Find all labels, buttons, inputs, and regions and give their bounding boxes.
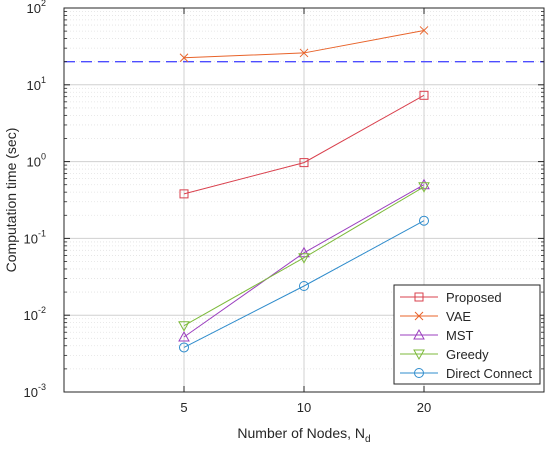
legend-label: Direct Connect — [446, 366, 532, 381]
marker-square — [419, 90, 429, 100]
y-tick-label: 10-2 — [24, 305, 46, 323]
y-tick-label: 101 — [27, 75, 46, 93]
marker-triangle-down — [418, 182, 430, 193]
series-line — [183, 184, 425, 338]
legend: Proposed VAE MST Greedy Direct Connect — [393, 284, 541, 385]
legend-item: MST — [400, 328, 474, 343]
series-greedy — [178, 182, 430, 332]
y-tick-label-exponent: -2 — [38, 305, 46, 315]
legend-label: Greedy — [446, 347, 489, 362]
y-tick-label: 102 — [27, 0, 46, 16]
marker-triangle-down — [298, 253, 310, 264]
y-tick-label-base: 10 — [27, 78, 41, 93]
x-axis-label-main: Number of Nodes, N — [237, 425, 365, 441]
legend-item: Greedy — [400, 347, 489, 362]
y-tick-label-exponent: 1 — [41, 75, 46, 85]
y-tick-label-base: 10 — [24, 308, 38, 323]
y-tick-label-base: 10 — [24, 385, 38, 400]
y-tick-label: 10-1 — [24, 228, 46, 246]
marker-triangle-down — [413, 349, 425, 361]
marker-x — [419, 26, 429, 35]
series-line — [183, 186, 425, 327]
marker-x-stroke — [299, 48, 309, 58]
y-tick-label-base: 10 — [27, 155, 41, 170]
legend-label: MST — [446, 328, 474, 343]
marker-x — [414, 311, 424, 321]
marker-x-stroke — [419, 26, 429, 35]
marker-square — [179, 189, 189, 199]
x-axis-label-subscript: d — [365, 434, 371, 445]
marker-circle — [419, 215, 429, 226]
grid — [64, 7, 544, 393]
y-tick-label: 100 — [27, 152, 46, 170]
marker-x — [299, 48, 309, 58]
marker-x-stroke — [414, 311, 424, 321]
marker-circle — [414, 368, 424, 378]
y-tick-label-exponent: 0 — [41, 152, 46, 162]
marker-circle — [299, 280, 309, 291]
marker-triangle-up — [418, 178, 430, 190]
legend-item: VAE — [400, 309, 471, 324]
legend-item: Proposed — [400, 290, 502, 305]
marker-circle — [179, 342, 189, 353]
series-vae — [179, 26, 429, 63]
marker-x-stroke — [179, 53, 189, 63]
legend-label: VAE — [446, 309, 471, 324]
x-tick-label: 10 — [297, 400, 311, 415]
legend-item: Direct Connect — [400, 366, 532, 381]
y-tick-label-base: 10 — [24, 231, 38, 246]
marker-square — [299, 158, 309, 168]
y-tick-label-base: 10 — [27, 1, 41, 16]
marker-triangle-up — [413, 328, 425, 340]
x-tick-label: 20 — [417, 400, 431, 415]
marker-triangle-up — [298, 246, 310, 258]
x-tick-label: 5 — [180, 400, 187, 415]
y-tick-label: 10-3 — [24, 382, 46, 400]
y-tick-label-exponent: -1 — [38, 228, 46, 238]
legend-label: Proposed — [446, 290, 502, 305]
marker-triangle-up — [178, 330, 190, 342]
y-tick-label-exponent: 2 — [41, 0, 46, 8]
marker-x — [179, 53, 189, 63]
series-mst — [178, 178, 430, 342]
y-tick-label-exponent: -3 — [38, 382, 46, 392]
x-axis-label: Number of Nodes, Nd — [237, 425, 370, 445]
series-direct-connect — [179, 215, 429, 353]
y-axis-label: Computation time (sec) — [3, 128, 19, 273]
series-group — [178, 26, 430, 353]
series-line — [183, 94, 425, 195]
series-proposed — [179, 90, 429, 199]
series-line — [183, 220, 425, 348]
marker-square — [414, 292, 424, 302]
marker-triangle-down — [178, 321, 190, 332]
